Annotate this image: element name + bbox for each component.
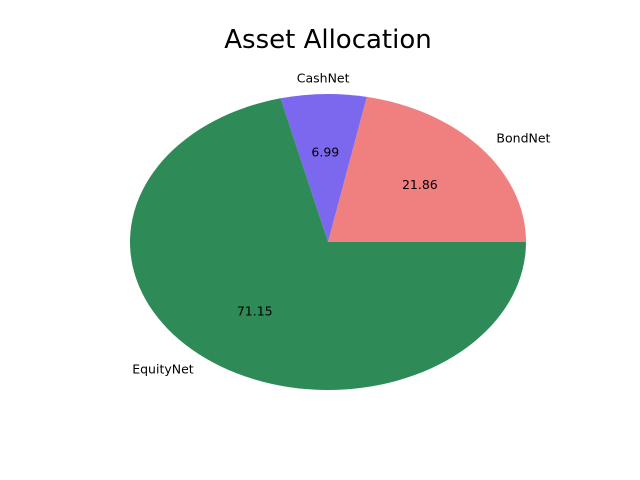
pie-slices [130,94,526,390]
chart-title: Asset Allocation [224,25,432,55]
slice-value-cashnet: 6.99 [311,145,339,160]
slice-value-bondnet: 21.86 [402,177,438,192]
slice-label-equitynet: EquityNet [132,362,194,377]
slice-value-equitynet: 71.15 [237,303,273,318]
slice-label-bondnet: BondNet [496,130,550,145]
slice-label-cashnet: CashNet [297,71,350,86]
